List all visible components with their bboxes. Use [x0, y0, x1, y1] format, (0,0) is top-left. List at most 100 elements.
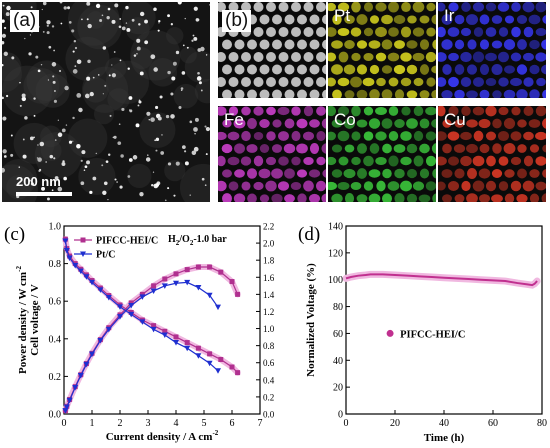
- tem-particle: [76, 59, 82, 65]
- data-point: [77, 268, 84, 275]
- tem-particle: [21, 93, 26, 98]
- eds-signal-spot: [394, 118, 405, 129]
- tem-background-patch: [35, 73, 70, 108]
- tem-particle: [167, 162, 172, 166]
- panel-label-b: (b): [222, 10, 252, 32]
- data-point: [207, 264, 213, 270]
- eds-signal-spot: [259, 64, 270, 75]
- tem-particle: [29, 136, 34, 141]
- eds-signal-spot: [472, 51, 485, 63]
- eds-signal-spot: [331, 144, 343, 153]
- eds-signal-spot: [406, 168, 418, 179]
- tem-particle: [138, 23, 141, 26]
- eds-signal-spot: [523, 26, 534, 38]
- tem-particle: [40, 64, 43, 66]
- eds-signal-spot: [247, 89, 257, 98]
- eds-signal-spot: [259, 144, 270, 153]
- eds-signal-spot: [375, 2, 387, 12]
- eds-signal-spot: [511, 2, 521, 12]
- data-point: [66, 255, 73, 261]
- tem-background-patch: [2, 65, 53, 117]
- eds-signal-spot: [240, 156, 252, 166]
- eds-signal-spot: [510, 131, 522, 141]
- eds-signal-spot: [454, 14, 465, 25]
- x-tick-label: 1: [90, 418, 95, 429]
- eds-signal-spot: [394, 193, 405, 202]
- tem-particle: [111, 19, 116, 24]
- eds-signal-spot: [375, 156, 387, 166]
- tem-particle: [186, 46, 189, 49]
- tem-particle: [76, 144, 81, 149]
- eds-signal-spot: [381, 39, 393, 50]
- tem-particle: [86, 76, 91, 81]
- eds-signal-spot: [296, 169, 308, 178]
- tem-particle: [71, 29, 75, 33]
- eds-signal-spot: [253, 77, 264, 87]
- tem-background-patch: [67, 2, 120, 46]
- tem-particle: [67, 6, 71, 10]
- eds-signal-spot: [432, 168, 436, 179]
- eds-signal-spot: [541, 39, 546, 50]
- y-tick-label: 20: [333, 383, 343, 394]
- tem-particle: [180, 89, 183, 92]
- eds-signal-spot: [473, 77, 484, 87]
- scale-bar-label: 200 nm: [16, 174, 61, 189]
- eds-signal-spot: [259, 39, 270, 50]
- eds-signal-spot: [350, 76, 362, 88]
- eds-signal-spot: [362, 77, 375, 87]
- data-point: [150, 288, 157, 294]
- tem-particle: [191, 39, 194, 42]
- y-tick-label: 140: [328, 222, 343, 233]
- eds-signal-spot: [442, 143, 452, 154]
- tem-background-patch: [40, 125, 62, 148]
- eds-signal-spot: [412, 27, 425, 37]
- eds-signal-spot: [381, 65, 393, 74]
- eds-signal-spot: [419, 64, 430, 75]
- eds-map-dots: [438, 2, 546, 98]
- eds-signal-spot: [454, 194, 465, 202]
- eds-signal-spot: [272, 89, 282, 98]
- tem-particle: [171, 76, 176, 81]
- eds-signal-spot: [529, 89, 540, 98]
- eds-signal-spot: [266, 106, 276, 116]
- eds-signal-spot: [284, 118, 295, 129]
- tem-particle: [37, 144, 39, 146]
- eds-signal-spot: [406, 40, 418, 49]
- tem-particle: [29, 34, 32, 36]
- tem-particle: [107, 153, 111, 156]
- eds-signal-spot: [473, 130, 484, 142]
- tem-particle: [182, 44, 185, 47]
- tem-particle: [84, 93, 90, 99]
- eds-signal-spot: [246, 168, 258, 179]
- eds-signal-spot: [400, 52, 412, 62]
- data-point: [139, 319, 146, 325]
- eds-signal-spot: [259, 89, 270, 98]
- tem-particle: [184, 150, 187, 153]
- eds-signal-spot: [511, 26, 521, 38]
- tem-particle: [116, 181, 118, 183]
- tem-particle: [181, 145, 186, 149]
- y-right-tick-label: 2.0: [263, 239, 275, 249]
- tem-particle: [192, 34, 195, 37]
- tem-particle: [2, 19, 5, 23]
- eds-signal-spot: [485, 2, 497, 12]
- eds-signal-spot: [517, 119, 527, 128]
- tem-particle: [18, 166, 20, 168]
- eds-signal-spot: [472, 180, 485, 192]
- eds-signal-spot: [542, 89, 546, 98]
- eds-signal-spot: [448, 52, 459, 62]
- eds-signal-spot: [529, 144, 540, 153]
- eds-signal-spot: [401, 106, 411, 116]
- eds-signal-spot: [529, 169, 540, 178]
- eds-signal-spot: [542, 144, 546, 153]
- tem-particle: [204, 125, 207, 128]
- eds-signal-spot: [290, 181, 302, 191]
- eds-signal-spot: [356, 119, 368, 128]
- polarization-chart: 0 1 2 3 4 5 6 70.00.20.40.60.81.00.00.20.40.60.…: [4, 222, 275, 444]
- panel-label-a: (a): [10, 10, 40, 32]
- eds-signal-spot: [406, 64, 418, 75]
- eds-signal-spot: [368, 40, 381, 49]
- tem-particle: [108, 74, 111, 77]
- eds-signal-spot: [441, 90, 453, 98]
- tem-particle: [2, 41, 5, 45]
